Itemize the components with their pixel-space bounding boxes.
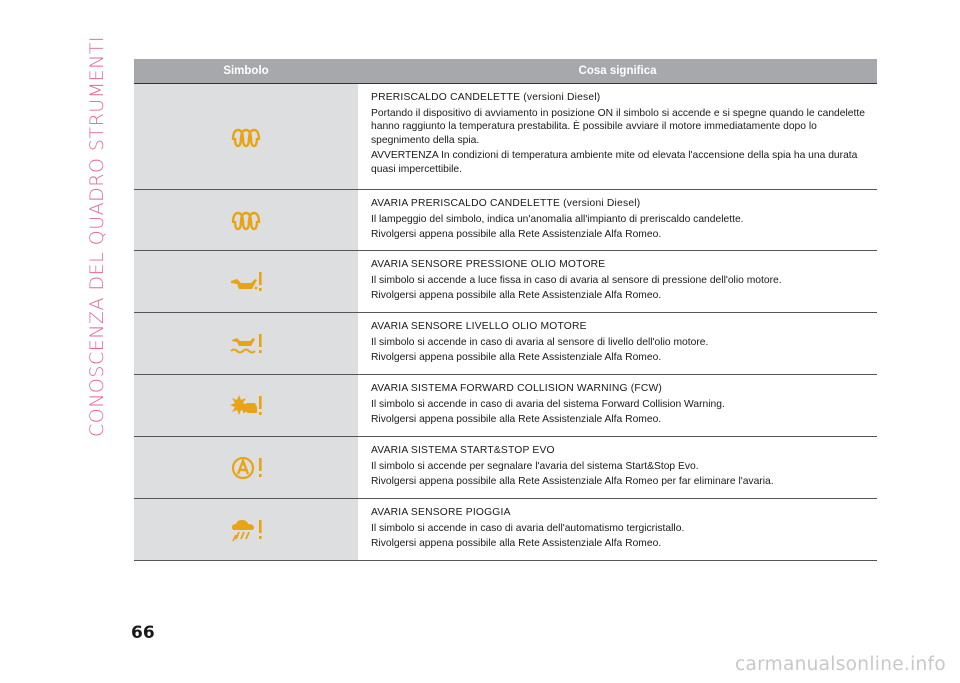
meaning-cell: AVARIA SENSORE PIOGGIA Il simbolo si acc…: [358, 499, 877, 560]
row-paragraph: Rivolgersi appena possibile alla Rete As…: [371, 229, 662, 240]
table-row: AVARIA SENSORE LIVELLO OLIO MOTORE Il si…: [134, 313, 877, 375]
row-paragraph: Il simbolo si accende in caso di avaria …: [371, 336, 709, 348]
row-paragraph: Il simbolo si accende in caso di avaria …: [371, 522, 685, 534]
oil-level-warning-icon: [230, 333, 262, 353]
row-paragraph: Rivolgersi appena possibile alla Rete As…: [371, 414, 662, 425]
section-title: CONOSCENZA DEL QUADRO STRUMENTI: [86, 35, 108, 437]
start-stop-warning-icon: [231, 456, 262, 479]
row-paragraph: Il simbolo si accende per segnalare l'av…: [371, 460, 699, 472]
symbol-cell: [134, 313, 358, 374]
row-paragraph: Portando il dispositivo di avviamento in…: [371, 107, 865, 146]
row-title: AVARIA SENSORE PIOGGIA: [371, 507, 511, 518]
row-paragraph: Rivolgersi appena possibile alla Rete As…: [371, 290, 662, 301]
row-title: AVARIA PRERISCALDO CANDELETTE (versioni …: [371, 198, 641, 209]
watermark-text: carmanualsonline.info: [734, 654, 946, 675]
meaning-cell: AVARIA PRERISCALDO CANDELETTE (versioni …: [358, 190, 877, 250]
table-row: AVARIA SISTEMA FORWARD COLLISION WARNING…: [134, 375, 877, 437]
meaning-cell: AVARIA SISTEMA FORWARD COLLISION WARNING…: [358, 375, 877, 436]
table-row: AVARIA SISTEMA START&STOP EVO Il simbolo…: [134, 437, 877, 499]
row-title: AVARIA SISTEMA START&STOP EVO: [371, 445, 555, 456]
table-row: AVARIA PRERISCALDO CANDELETTE (versioni …: [134, 190, 877, 251]
row-paragraph: AVVERTENZA In condizioni di temperatura …: [371, 150, 858, 175]
row-paragraph: Il lampeggio del simbolo, indica un'anom…: [371, 213, 744, 225]
row-title: PRERISCALDO CANDELETTE (versioni Diesel): [371, 92, 601, 103]
row-paragraph: Il simbolo si accende a luce fissa in ca…: [371, 274, 782, 286]
row-title: AVARIA SENSORE LIVELLO OLIO MOTORE: [371, 321, 587, 332]
row-title: AVARIA SISTEMA FORWARD COLLISION WARNING…: [371, 383, 663, 394]
glow-plug-icon: [231, 128, 261, 147]
row-paragraph: Rivolgersi appena possibile alla Rete As…: [371, 352, 662, 363]
symbol-cell: [134, 437, 358, 498]
table-header: Simbolo Cosa significa: [134, 59, 877, 84]
symbol-cell: [134, 190, 358, 250]
fcw-warning-icon: [230, 394, 262, 416]
row-title: AVARIA SENSORE PRESSIONE OLIO MOTORE: [371, 259, 606, 270]
symbol-cell: [134, 251, 358, 312]
page-number: 66: [131, 623, 155, 643]
meaning-cell: AVARIA SISTEMA START&STOP EVO Il simbolo…: [358, 437, 877, 498]
glow-plug-icon: [231, 211, 261, 231]
warning-lights-table: Simbolo Cosa significa PRERISCALDO CANDE…: [134, 59, 877, 561]
meaning-cell: PRERISCALDO CANDELETTE (versioni Diesel)…: [358, 84, 877, 189]
table-row: AVARIA SENSORE PIOGGIA Il simbolo si acc…: [134, 499, 877, 561]
row-paragraph: Rivolgersi appena possibile alla Rete As…: [371, 476, 774, 487]
table-row: PRERISCALDO CANDELETTE (versioni Diesel)…: [134, 84, 877, 190]
symbol-cell: [134, 375, 358, 436]
symbol-cell: [134, 84, 358, 189]
row-paragraph: Il simbolo si accende in caso di avaria …: [371, 398, 725, 410]
header-meaning: Cosa significa: [578, 65, 657, 77]
rain-sensor-warning-icon: [232, 519, 262, 541]
meaning-cell: AVARIA SENSORE PRESSIONE OLIO MOTORE Il …: [358, 251, 877, 312]
meaning-cell: AVARIA SENSORE LIVELLO OLIO MOTORE Il si…: [358, 313, 877, 374]
symbol-cell: [134, 499, 358, 560]
header-symbol: Simbolo: [223, 65, 269, 77]
row-paragraph: Rivolgersi appena possibile alla Rete As…: [371, 538, 662, 549]
table-row: AVARIA SENSORE PRESSIONE OLIO MOTORE Il …: [134, 251, 877, 313]
oil-pressure-warning-icon: [231, 271, 262, 291]
